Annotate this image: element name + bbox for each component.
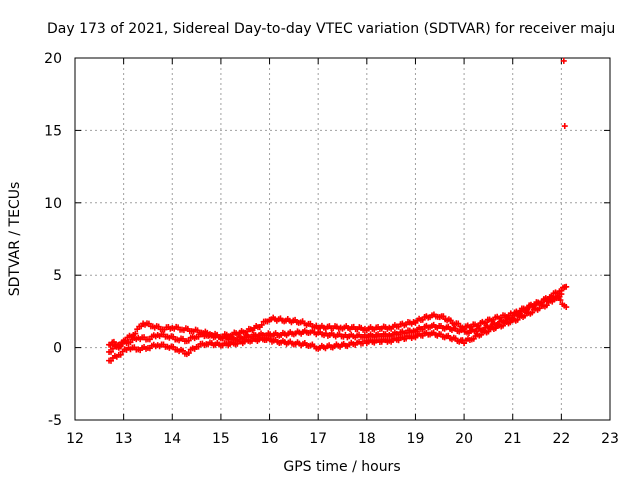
- series-track-3: [106, 291, 565, 364]
- y-tick-label: -5: [48, 413, 62, 429]
- x-tick-label: 23: [601, 431, 619, 447]
- x-tick-label: 15: [212, 431, 230, 447]
- x-tick-label: 18: [358, 431, 376, 447]
- series-outliers: [560, 57, 568, 130]
- x-tick-label: 22: [552, 431, 570, 447]
- y-axis-label: SDTVAR / TECUs: [7, 182, 23, 297]
- x-tick-label: 12: [66, 431, 84, 447]
- x-tick-label: 16: [261, 431, 279, 447]
- data-point: [117, 351, 124, 358]
- data-point: [563, 304, 570, 311]
- x-tick-label: 19: [407, 431, 425, 447]
- chart-title: Day 173 of 2021, Sidereal Day-to-day VTE…: [47, 21, 615, 37]
- data-point: [313, 322, 320, 329]
- grid-lines: [75, 58, 610, 420]
- y-tick-label: 20: [44, 51, 62, 67]
- data-point: [258, 321, 265, 328]
- data-points: [106, 57, 570, 364]
- data-point: [185, 350, 192, 357]
- plot-area: [74, 57, 611, 421]
- x-tick-label: 17: [309, 431, 327, 447]
- y-tick-label: 15: [44, 123, 62, 139]
- x-tick-labels: 12 13 14 15 16 17 18 19 20 21 22 23: [66, 431, 619, 447]
- x-tick-label: 14: [163, 431, 181, 447]
- x-tick-label: 20: [455, 431, 473, 447]
- data-point: [543, 302, 550, 309]
- data-point: [557, 297, 564, 304]
- x-tick-label: 13: [115, 431, 133, 447]
- data-point: [110, 338, 117, 345]
- data-point: [107, 348, 114, 355]
- y-tick-labels: -5 0 5 10 15 20: [44, 51, 62, 429]
- data-point: [558, 291, 565, 298]
- data-point: [563, 283, 570, 290]
- y-tick-label: 10: [44, 196, 62, 212]
- data-point: [560, 57, 567, 64]
- x-axis-label: GPS time / hours: [283, 459, 400, 475]
- axis-ticks: [74, 57, 611, 421]
- data-point: [132, 330, 139, 337]
- y-tick-label: 0: [53, 341, 62, 357]
- data-point: [561, 123, 568, 130]
- y-tick-label: 5: [53, 268, 62, 284]
- x-tick-label: 21: [504, 431, 522, 447]
- data-point: [551, 296, 558, 303]
